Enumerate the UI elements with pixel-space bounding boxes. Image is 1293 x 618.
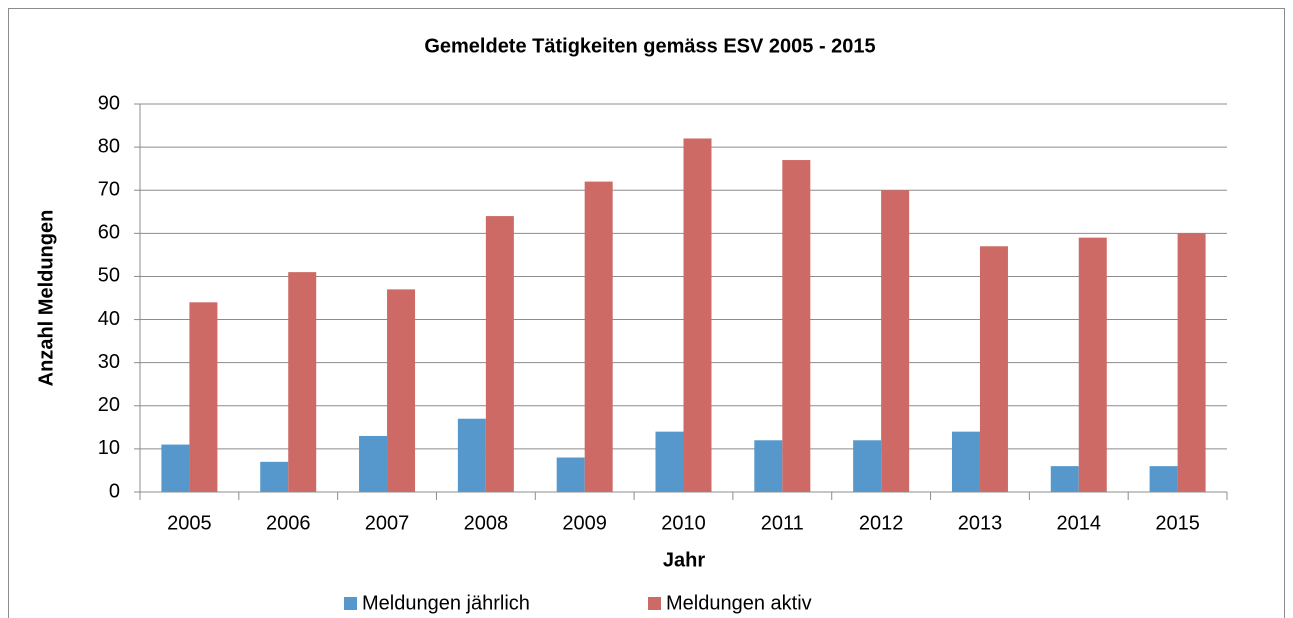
y-tick-label: 90 — [98, 92, 120, 114]
bar — [457, 418, 486, 492]
bar — [683, 138, 712, 492]
x-tick-label: 2009 — [562, 512, 607, 534]
y-tick-label: 60 — [98, 222, 120, 244]
x-tick-label: 2012 — [859, 512, 904, 534]
bar — [1078, 237, 1107, 492]
bar — [1050, 466, 1079, 492]
x-tick-label: 2006 — [266, 512, 311, 534]
bar — [288, 272, 317, 492]
bar — [881, 190, 910, 492]
chart-frame — [8, 8, 1285, 618]
bar — [359, 435, 388, 492]
legend-label: Meldungen aktiv — [666, 592, 812, 614]
bar — [189, 302, 218, 492]
x-tick-label: 2013 — [958, 512, 1003, 534]
bar — [1177, 233, 1206, 493]
x-tick-label: 2007 — [365, 512, 410, 534]
bar — [485, 216, 514, 493]
chart-title: Gemeldete Tätigkeiten gemäss ESV 2005 - … — [424, 35, 875, 57]
x-tick-label: 2010 — [661, 512, 706, 534]
x-tick-label: 2014 — [1057, 512, 1102, 534]
bar — [655, 431, 684, 492]
y-tick-label: 0 — [109, 480, 120, 502]
y-axis-label: Anzahl Meldungen — [35, 210, 57, 387]
y-tick-label: 20 — [98, 394, 120, 416]
x-tick-label: 2011 — [761, 512, 804, 534]
bar — [782, 160, 811, 493]
bar — [556, 457, 585, 492]
x-axis-label: Jahr — [663, 549, 705, 571]
legend-swatch — [344, 597, 357, 610]
x-tick-label: 2008 — [464, 512, 509, 534]
bar — [1149, 466, 1178, 492]
bar — [979, 246, 1008, 492]
bar — [584, 181, 613, 492]
legend-label: Meldungen jährlich — [362, 592, 530, 614]
bar — [853, 440, 882, 492]
y-tick-label: 80 — [98, 135, 120, 157]
y-tick-label: 50 — [98, 265, 120, 287]
bar — [161, 444, 190, 492]
y-tick-label: 30 — [98, 351, 120, 373]
y-tick-label: 40 — [98, 308, 120, 330]
y-tick-label: 10 — [98, 437, 120, 459]
x-tick-label: 2015 — [1155, 512, 1200, 534]
bar — [260, 461, 289, 492]
bar — [951, 431, 980, 492]
x-tick-label: 2005 — [167, 512, 212, 534]
bar — [754, 440, 783, 492]
legend-swatch — [648, 597, 661, 610]
y-tick-label: 70 — [98, 179, 120, 201]
bar — [387, 289, 416, 492]
